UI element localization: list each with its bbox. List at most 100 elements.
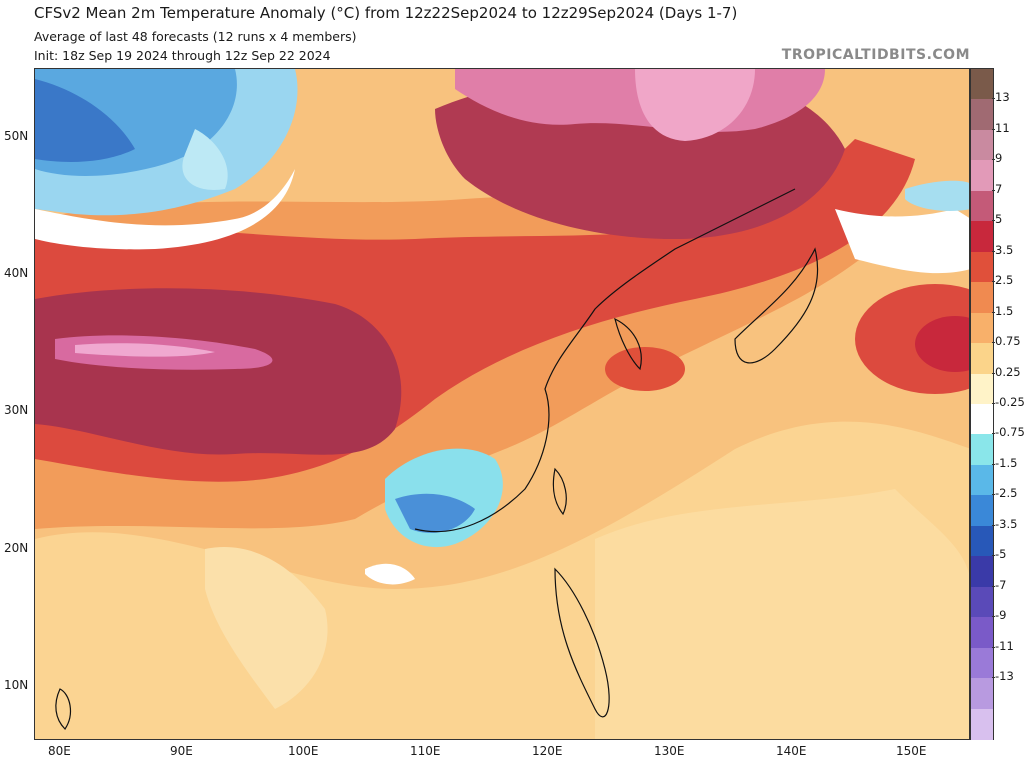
colorbar-segment bbox=[971, 99, 993, 131]
south-china-blue-core bbox=[395, 493, 475, 533]
colorbar-tick-label: -9 bbox=[995, 608, 1007, 623]
colorbar-tick-label: 9 bbox=[995, 151, 1003, 166]
colorbar-segment bbox=[971, 617, 993, 649]
colorbar-tick-label: -0.75 bbox=[995, 425, 1024, 440]
colorbar-segment bbox=[971, 251, 993, 283]
chart-subtitle-init: Init: 18z Sep 19 2024 through 12z Sep 22… bbox=[34, 48, 331, 63]
tibet-light-pink bbox=[75, 343, 215, 357]
colorbar-tick-label: -2.5 bbox=[995, 486, 1018, 501]
northwest-cold-core bbox=[35, 79, 135, 162]
colorbar-tick-label: 0.25 bbox=[995, 364, 1021, 379]
lon-label-150e: 150E bbox=[896, 744, 927, 758]
colorbar-tick-label: 2.5 bbox=[995, 273, 1014, 288]
lon-label-90e: 90E bbox=[170, 744, 193, 758]
philippines-coastline bbox=[554, 567, 610, 718]
colorbar-segment bbox=[971, 678, 993, 710]
lat-label-30n: 30N bbox=[4, 403, 29, 417]
colorbar-segment bbox=[971, 343, 993, 375]
lightest-warm-pacific bbox=[595, 489, 969, 739]
taiwan-coastline bbox=[552, 467, 567, 516]
colorbar-tick bbox=[992, 494, 995, 496]
colorbar-segment bbox=[971, 434, 993, 466]
colorbar-tick bbox=[992, 524, 995, 526]
colorbar-tick-label: -13 bbox=[995, 669, 1014, 684]
anomaly-map bbox=[34, 68, 970, 740]
colorbar-tick-label: -7 bbox=[995, 577, 1007, 592]
watermark: TROPICALTIDBITS.COM bbox=[781, 47, 970, 63]
tibet-maroon bbox=[35, 288, 402, 455]
colorbar-tick bbox=[992, 585, 995, 587]
colorbar-tick-label: 11 bbox=[995, 120, 1010, 135]
colorbar-tick bbox=[992, 463, 995, 465]
colorbar-tick bbox=[992, 403, 995, 404]
colorbar-tick-label: 1.5 bbox=[995, 303, 1014, 318]
sri-lanka-coastline bbox=[55, 688, 72, 730]
colorbar-segment bbox=[971, 129, 993, 161]
colorbar-tick bbox=[992, 189, 995, 191]
colorbar-segment bbox=[971, 586, 993, 618]
colorbar-segment bbox=[971, 556, 993, 588]
colorbar-segment bbox=[971, 190, 993, 222]
colorbar-tick-label: 13 bbox=[995, 90, 1010, 105]
colorbar-tick-label: 7 bbox=[995, 181, 1003, 196]
lat-label-10n: 10N bbox=[4, 678, 29, 692]
colorbar-segment bbox=[971, 282, 993, 314]
indochina-pale bbox=[205, 547, 328, 709]
colorbar-tick-label: 3.5 bbox=[995, 242, 1014, 257]
colorbar-segment bbox=[971, 160, 993, 192]
china-coastline bbox=[414, 188, 796, 533]
chart-title: CFSv2 Mean 2m Temperature Anomaly (°C) f… bbox=[34, 4, 738, 22]
colorbar-tick-label: -5 bbox=[995, 547, 1007, 562]
colorbar-segment bbox=[971, 647, 993, 679]
colorbar-segment bbox=[971, 221, 993, 253]
lon-label-100e: 100E bbox=[288, 744, 319, 758]
colorbar-tick bbox=[992, 128, 995, 130]
colorbar-tick bbox=[992, 677, 995, 679]
mongolia-light-pink bbox=[635, 69, 755, 141]
north-pacific-cyan bbox=[905, 180, 969, 211]
colorbar-tick bbox=[992, 646, 995, 648]
northwest-cyan-patch bbox=[182, 129, 228, 190]
colorbar-tick-label: 5 bbox=[995, 212, 1003, 227]
lat-label-50n: 50N bbox=[4, 129, 29, 143]
colorbar-tick-label: -11 bbox=[995, 638, 1014, 653]
hainan-neutral-patch bbox=[365, 563, 415, 585]
anomaly-map-svg bbox=[35, 69, 969, 739]
lon-label-130e: 130E bbox=[654, 744, 685, 758]
japan-coastline bbox=[734, 247, 819, 364]
colorbar-segment bbox=[971, 464, 993, 496]
lat-label-20n: 20N bbox=[4, 541, 29, 555]
north-pacific-neutral-patch bbox=[835, 209, 969, 274]
colorbar-segment bbox=[971, 312, 993, 344]
colorbar-segment bbox=[971, 69, 993, 100]
colorbar-tick bbox=[992, 281, 995, 283]
colorbar-tick bbox=[992, 250, 995, 252]
colorbar-tick bbox=[992, 220, 995, 222]
colorbar-tick bbox=[992, 311, 995, 313]
east-china-sea-red bbox=[605, 347, 685, 391]
colorbar-tick-label: -1.5 bbox=[995, 455, 1018, 470]
colorbar-tick bbox=[992, 342, 995, 344]
korea-coastline bbox=[614, 317, 642, 371]
colorbar-tick-label: -0.25 bbox=[995, 395, 1024, 409]
colorbar-segment bbox=[971, 525, 993, 557]
colorbar-segment bbox=[971, 495, 993, 527]
pacific-dark-red-core bbox=[915, 316, 969, 372]
colorbar-segment bbox=[971, 373, 993, 405]
colorbar-tick bbox=[992, 555, 995, 557]
northwest-neutral-patch bbox=[35, 169, 295, 250]
lon-label-140e: 140E bbox=[776, 744, 807, 758]
lon-label-110e: 110E bbox=[410, 744, 441, 758]
colorbar-tick bbox=[992, 433, 995, 435]
colorbar-tick-label: -3.5 bbox=[995, 516, 1018, 531]
colorbar-segment bbox=[971, 404, 993, 435]
lon-label-120e: 120E bbox=[532, 744, 563, 758]
colorbar-tick bbox=[992, 159, 995, 161]
lon-label-80e: 80E bbox=[48, 744, 71, 758]
colorbar-tick-label: 0.75 bbox=[995, 334, 1021, 349]
lat-label-40n: 40N bbox=[4, 266, 29, 280]
chart-subtitle-members: Average of last 48 forecasts (12 runs x … bbox=[34, 29, 357, 44]
colorbar-tick bbox=[992, 372, 995, 374]
colorbar-tick bbox=[992, 98, 995, 100]
colorbar-segment bbox=[971, 708, 993, 740]
